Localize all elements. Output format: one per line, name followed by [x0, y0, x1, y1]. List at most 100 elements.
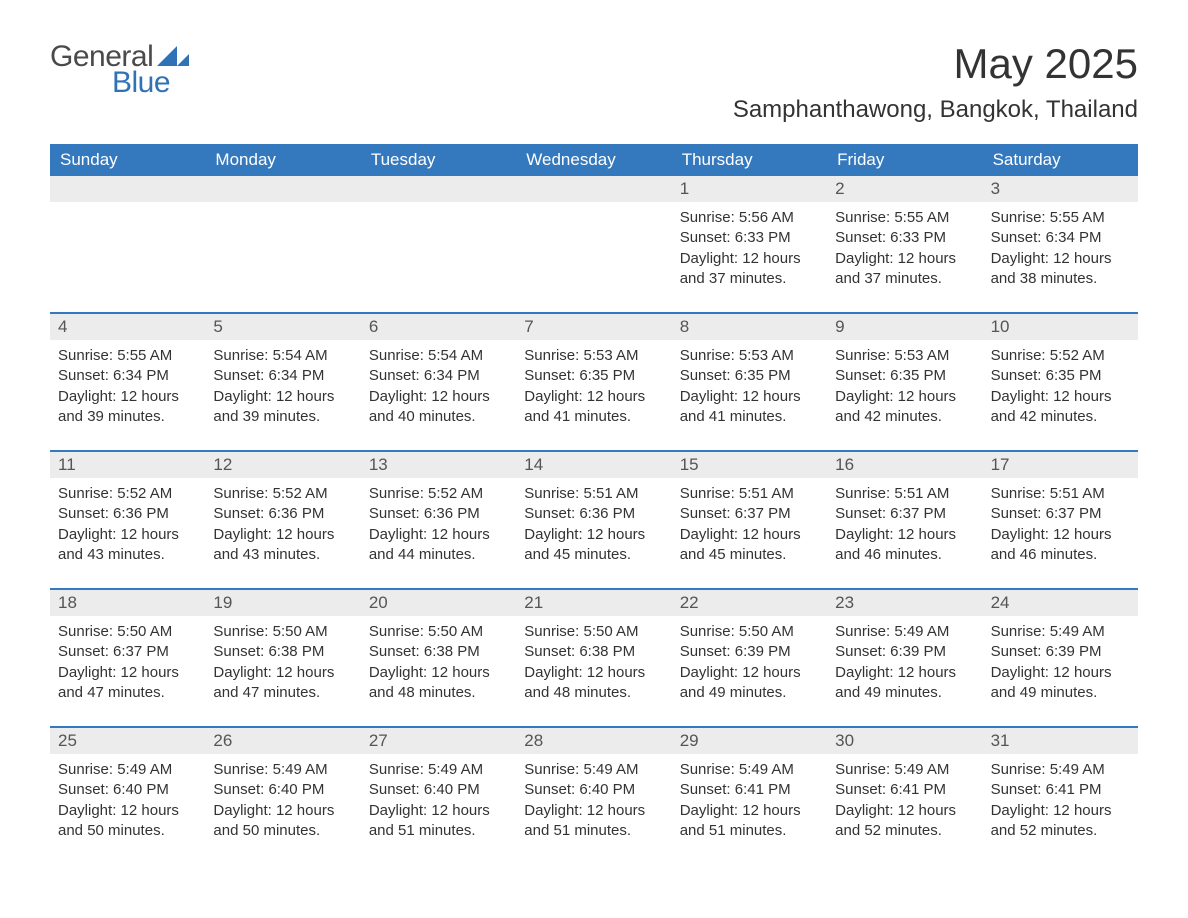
daylight-line: Daylight: 12 hours and 43 minutes. — [213, 525, 352, 566]
calendar-day: 3Sunrise: 5:55 AMSunset: 6:34 PMDaylight… — [983, 176, 1138, 296]
empty-day-header — [516, 176, 671, 202]
sunrise-line: Sunrise: 5:51 AM — [835, 484, 974, 504]
day-number: 26 — [205, 728, 360, 754]
calendar-day: 8Sunrise: 5:53 AMSunset: 6:35 PMDaylight… — [672, 314, 827, 434]
calendar-day: 12 Sunrise: 5:52 AMSunset: 6:36 PMDayligh… — [205, 452, 360, 572]
calendar-day: 20Sunrise: 5:50 AMSunset: 6:38 PMDayligh… — [361, 590, 516, 710]
sunset-line: Sunset: 6:37 PM — [58, 642, 197, 662]
page-header: General Blue May 2025 Samphanthawong, Ba… — [50, 40, 1138, 124]
weekday-header: Friday — [827, 144, 982, 176]
sunrise-line: Sunrise: 5:55 AM — [991, 208, 1130, 228]
sunset-line: Sunset: 6:34 PM — [991, 228, 1130, 248]
calendar-day: 4Sunrise: 5:55 AMSunset: 6:34 PMDaylight… — [50, 314, 205, 434]
sunset-line: Sunset: 6:36 PM — [213, 504, 352, 524]
sunset-line: Sunset: 6:40 PM — [58, 780, 197, 800]
sunset-line: Sunset: 6:37 PM — [991, 504, 1130, 524]
sunrise-line: Sunrise: 5:52 AM — [369, 484, 508, 504]
daylight-line: Daylight: 12 hours and 44 minutes. — [369, 525, 508, 566]
sunset-line: Sunset: 6:40 PM — [213, 780, 352, 800]
sunset-line: Sunset: 6:36 PM — [58, 504, 197, 524]
calendar-week: 25Sunrise: 5:49 AMSunset: 6:40 PMDayligh… — [50, 726, 1138, 848]
daylight-line: Daylight: 12 hours and 45 minutes. — [524, 525, 663, 566]
location-text: Samphanthawong, Bangkok, Thailand — [733, 96, 1138, 124]
calendar-body: 1Sunrise: 5:56 AMSunset: 6:33 PMDaylight… — [50, 176, 1138, 848]
empty-day-header — [205, 176, 360, 202]
sunrise-line: Sunrise: 5:49 AM — [58, 760, 197, 780]
calendar-day: 29Sunrise: 5:49 AMSunset: 6:41 PMDayligh… — [672, 728, 827, 848]
calendar-day: 1Sunrise: 5:56 AMSunset: 6:33 PMDaylight… — [672, 176, 827, 296]
day-number: 27 — [361, 728, 516, 754]
sunrise-line: Sunrise: 5:51 AM — [991, 484, 1130, 504]
daylight-line: Daylight: 12 hours and 49 minutes. — [991, 663, 1130, 704]
daylight-line: Daylight: 12 hours and 43 minutes. — [58, 525, 197, 566]
daylight-line: Daylight: 12 hours and 38 minutes. — [991, 249, 1130, 290]
sunrise-line: Sunrise: 5:52 AM — [213, 484, 352, 504]
sunset-line: Sunset: 6:34 PM — [369, 366, 508, 386]
sunrise-line: Sunrise: 5:49 AM — [991, 622, 1130, 642]
day-details: Sunrise: 5:51 AMSunset: 6:37 PMDaylight:… — [983, 478, 1138, 569]
calendar-week: 4Sunrise: 5:55 AMSunset: 6:34 PMDaylight… — [50, 312, 1138, 434]
sunset-line: Sunset: 6:39 PM — [835, 642, 974, 662]
day-details: Sunrise: 5:49 AMSunset: 6:39 PMDaylight:… — [827, 616, 982, 707]
sunset-line: Sunset: 6:40 PM — [524, 780, 663, 800]
daylight-line: Daylight: 12 hours and 41 minutes. — [680, 387, 819, 428]
sunset-line: Sunset: 6:39 PM — [680, 642, 819, 662]
sunrise-line: Sunrise: 5:49 AM — [213, 760, 352, 780]
daylight-line: Daylight: 12 hours and 47 minutes. — [213, 663, 352, 704]
calendar-day: 23Sunrise: 5:49 AMSunset: 6:39 PMDayligh… — [827, 590, 982, 710]
weekday-header: Tuesday — [361, 144, 516, 176]
daylight-line: Daylight: 12 hours and 46 minutes. — [835, 525, 974, 566]
daylight-line: Daylight: 12 hours and 51 minutes. — [524, 801, 663, 842]
calendar-day: 15Sunrise: 5:51 AMSunset: 6:37 PMDayligh… — [672, 452, 827, 572]
day-number: 31 — [983, 728, 1138, 754]
calendar-week: 1Sunrise: 5:56 AMSunset: 6:33 PMDaylight… — [50, 176, 1138, 296]
day-details: Sunrise: 5:50 AMSunset: 6:38 PMDaylight:… — [516, 616, 671, 707]
calendar-day — [50, 176, 205, 296]
day-number: 12 — [205, 452, 360, 478]
calendar-day: 17Sunrise: 5:51 AMSunset: 6:37 PMDayligh… — [983, 452, 1138, 572]
day-number: 23 — [827, 590, 982, 616]
daylight-line: Daylight: 12 hours and 37 minutes. — [835, 249, 974, 290]
day-number: 5 — [205, 314, 360, 340]
day-details: Sunrise: 5:53 AMSunset: 6:35 PMDaylight:… — [516, 340, 671, 431]
day-details: Sunrise: 5:51 AMSunset: 6:37 PMDaylight:… — [672, 478, 827, 569]
sunrise-line: Sunrise: 5:50 AM — [369, 622, 508, 642]
day-number: 1 — [672, 176, 827, 202]
calendar-day: 28Sunrise: 5:49 AMSunset: 6:40 PMDayligh… — [516, 728, 671, 848]
weekday-header: Sunday — [50, 144, 205, 176]
daylight-line: Daylight: 12 hours and 42 minutes. — [991, 387, 1130, 428]
day-number: 16 — [827, 452, 982, 478]
sunset-line: Sunset: 6:37 PM — [835, 504, 974, 524]
day-number: 30 — [827, 728, 982, 754]
day-number: 20 — [361, 590, 516, 616]
day-details: Sunrise: 5:50 AMSunset: 6:38 PMDaylight:… — [205, 616, 360, 707]
weekday-header: Saturday — [983, 144, 1138, 176]
day-details: Sunrise: 5:50 AMSunset: 6:39 PMDaylight:… — [672, 616, 827, 707]
daylight-line: Daylight: 12 hours and 41 minutes. — [524, 387, 663, 428]
day-number: 18 — [50, 590, 205, 616]
weekday-header: Monday — [205, 144, 360, 176]
sunrise-line: Sunrise: 5:54 AM — [213, 346, 352, 366]
weekday-header: Wednesday — [516, 144, 671, 176]
daylight-line: Daylight: 12 hours and 49 minutes. — [680, 663, 819, 704]
day-details: Sunrise: 5:51 AMSunset: 6:37 PMDaylight:… — [827, 478, 982, 569]
daylight-line: Daylight: 12 hours and 50 minutes. — [58, 801, 197, 842]
day-number: 14 — [516, 452, 671, 478]
sunset-line: Sunset: 6:36 PM — [369, 504, 508, 524]
daylight-line: Daylight: 12 hours and 45 minutes. — [680, 525, 819, 566]
calendar-day: 16Sunrise: 5:51 AMSunset: 6:37 PMDayligh… — [827, 452, 982, 572]
day-number: 21 — [516, 590, 671, 616]
day-number: 2 — [827, 176, 982, 202]
day-details: Sunrise: 5:50 AMSunset: 6:37 PMDaylight:… — [50, 616, 205, 707]
day-details: Sunrise: 5:56 AMSunset: 6:33 PMDaylight:… — [672, 202, 827, 293]
day-details: Sunrise: 5:49 AMSunset: 6:41 PMDaylight:… — [827, 754, 982, 845]
daylight-line: Daylight: 12 hours and 49 minutes. — [835, 663, 974, 704]
sunrise-line: Sunrise: 5:49 AM — [369, 760, 508, 780]
empty-day-header — [361, 176, 516, 202]
sunrise-line: Sunrise: 5:55 AM — [58, 346, 197, 366]
daylight-line: Daylight: 12 hours and 48 minutes. — [524, 663, 663, 704]
calendar-day — [516, 176, 671, 296]
day-details: Sunrise: 5:52 AMSunset: 6:36 PMDaylight:… — [361, 478, 516, 569]
logo-text-blue: Blue — [112, 66, 189, 100]
daylight-line: Daylight: 12 hours and 46 minutes. — [991, 525, 1130, 566]
